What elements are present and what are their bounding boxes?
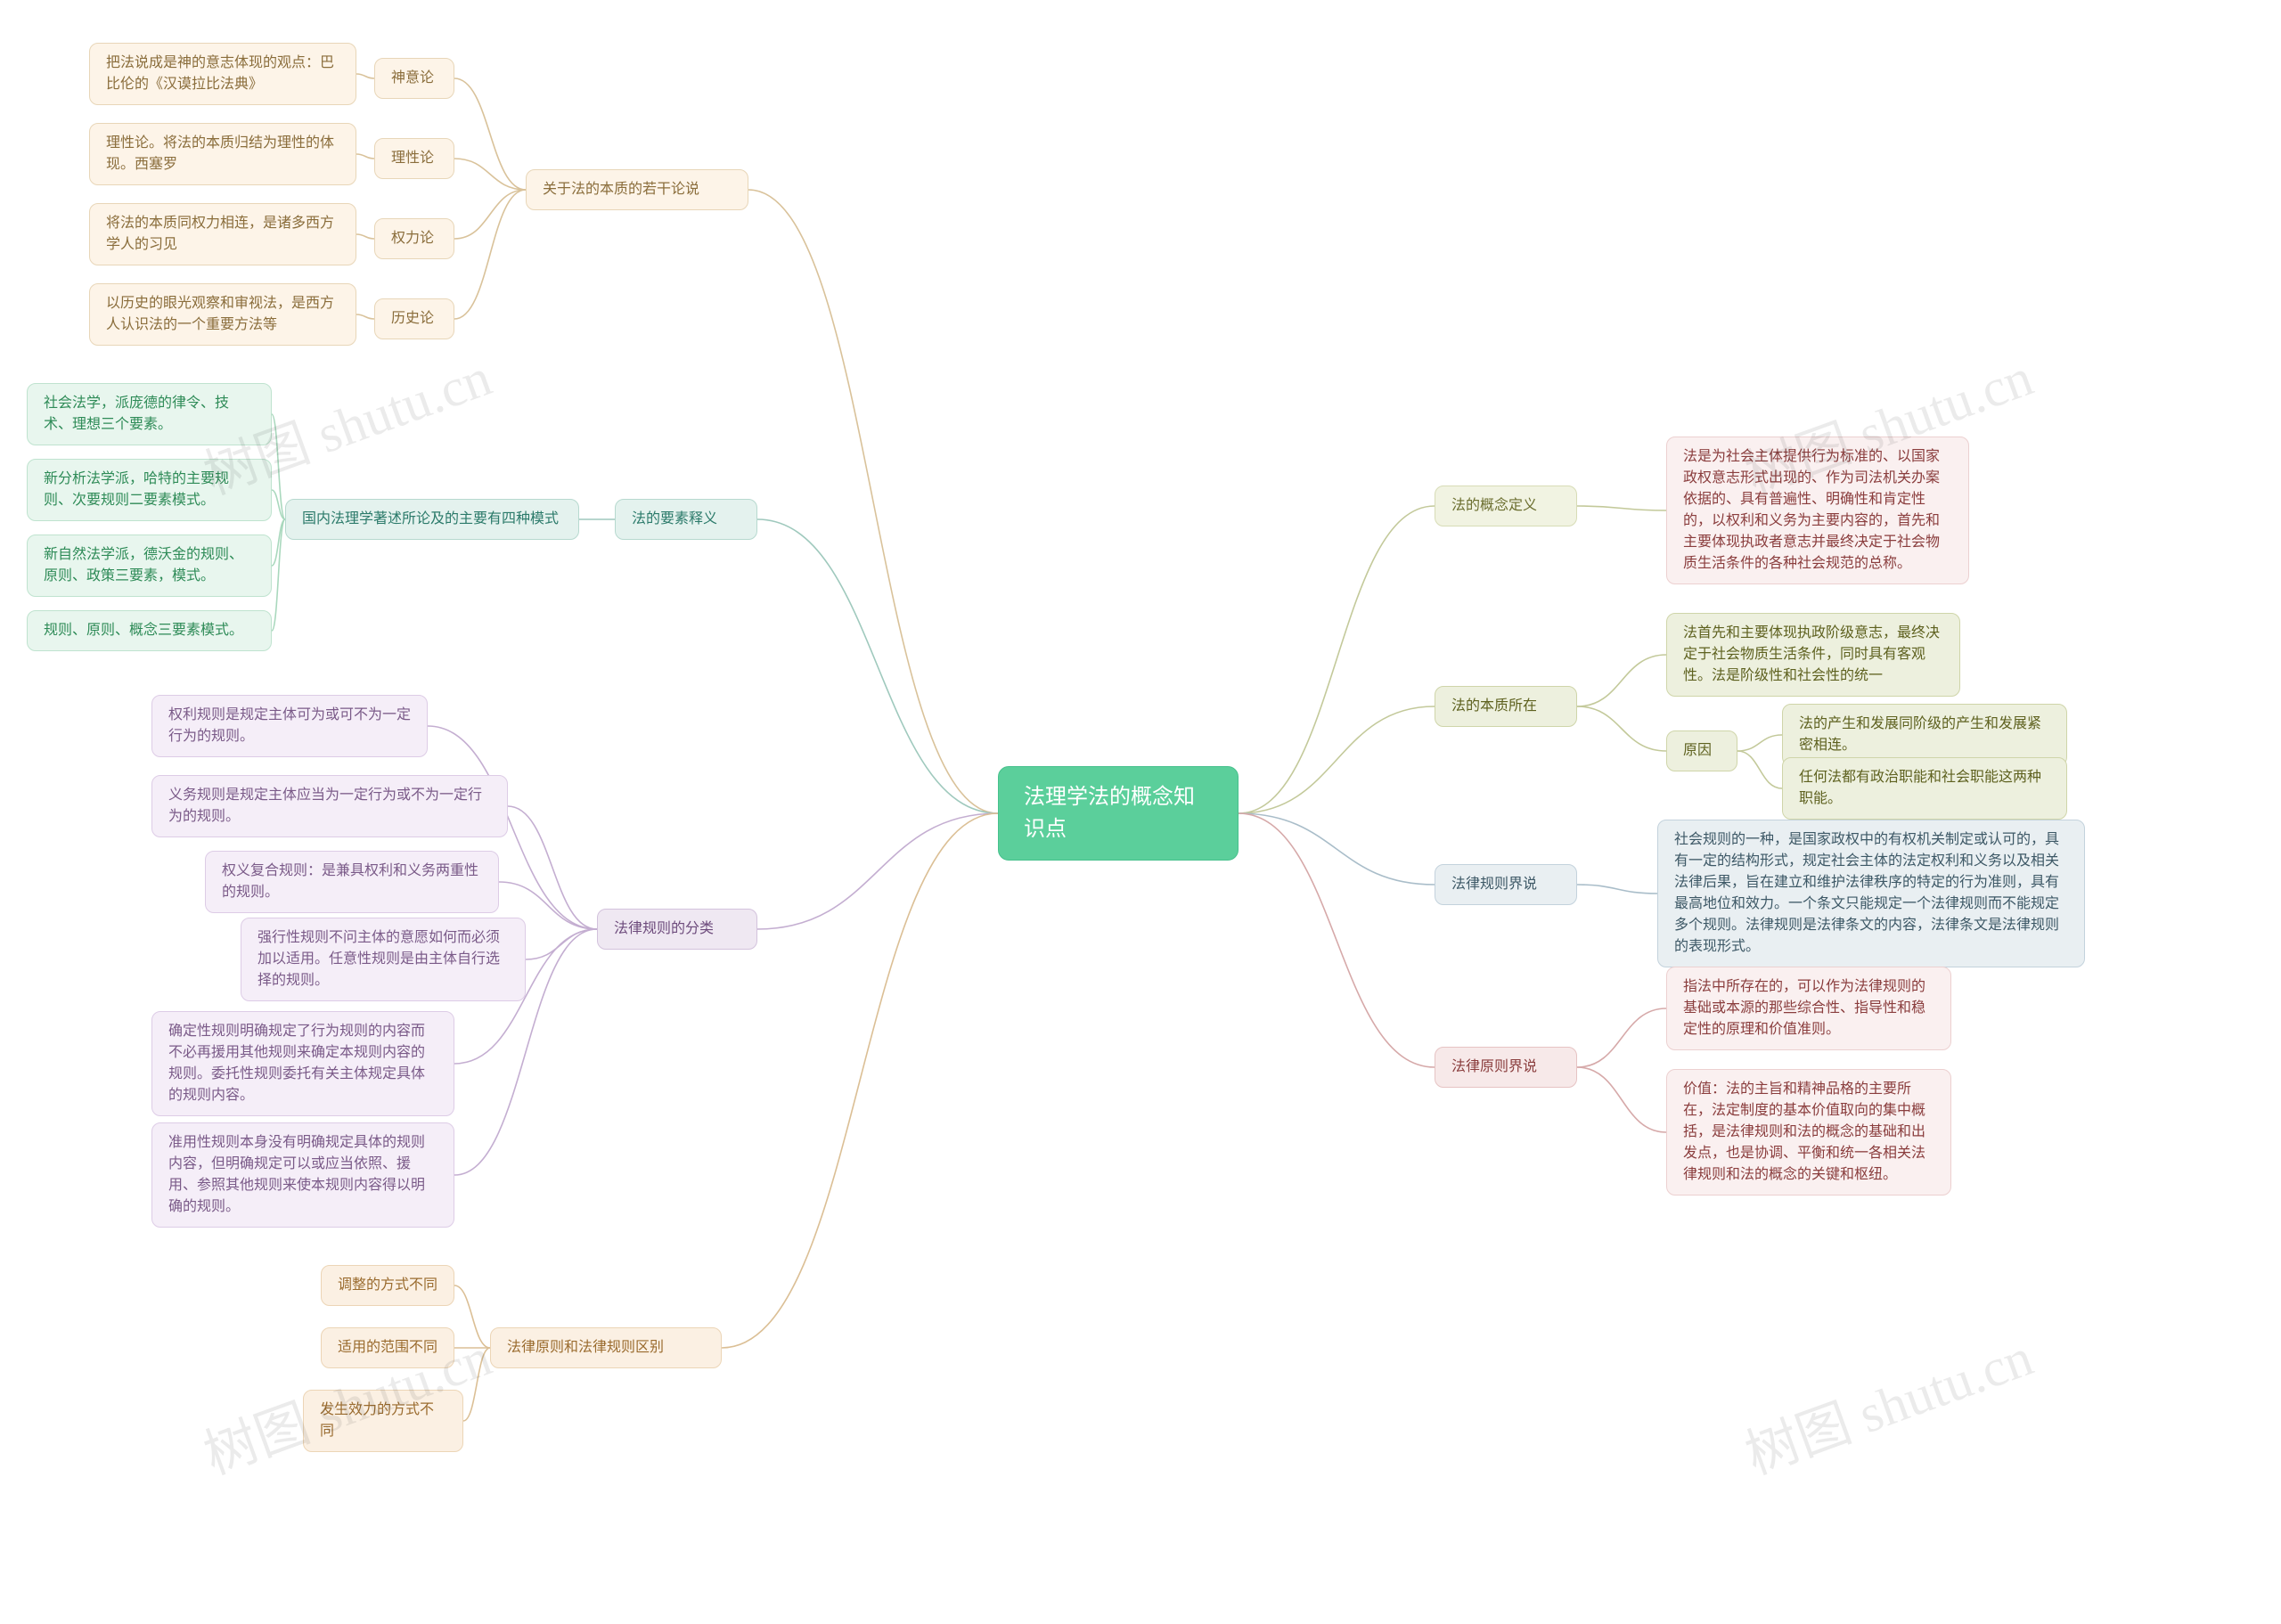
mindmap-node[interactable]: 指法中所存在的，可以作为法律规则的基础或本源的那些综合性、指导性和稳定性的原理和…: [1666, 967, 1951, 1050]
mindmap-node[interactable]: 发生效力的方式不同: [303, 1390, 463, 1452]
edge: [356, 314, 374, 319]
mindmap-node[interactable]: 任何法都有政治职能和社会职能这两种职能。: [1782, 757, 2067, 820]
edge: [1737, 751, 1782, 788]
edge: [1577, 1067, 1666, 1132]
edge: [454, 78, 526, 190]
mindmap-node[interactable]: 神意论: [374, 58, 454, 99]
edge: [757, 519, 998, 813]
mindmap-node[interactable]: 法是为社会主体提供行为标准的、以国家政权意志形式出现的、作为司法机关办案依据的、…: [1666, 437, 1969, 584]
mindmap-node[interactable]: 理性论: [374, 138, 454, 179]
mindmap-node[interactable]: 法律原则和法律规则区别: [490, 1327, 722, 1368]
edge: [454, 190, 526, 319]
edge: [272, 519, 285, 631]
edge: [356, 234, 374, 239]
edge: [272, 519, 285, 566]
edge: [356, 74, 374, 78]
edge: [526, 929, 597, 959]
mindmap-node[interactable]: 原因: [1666, 730, 1737, 771]
mindmap-node[interactable]: 义务规则是规定主体应当为一定行为或不为一定行为的规则。: [151, 775, 508, 837]
mindmap-node[interactable]: 法律原则界说: [1435, 1047, 1577, 1088]
mindmap-node[interactable]: 法的概念定义: [1435, 486, 1577, 526]
mindmap-node[interactable]: 法律规则的分类: [597, 909, 757, 950]
mindmap-node[interactable]: 确定性规则明确规定了行为规则的内容而不必再援用其他规则来确定本规则内容的规则。委…: [151, 1011, 454, 1116]
mindmap-node[interactable]: 以历史的眼光观察和审视法，是西方人认识法的一个重要方法等: [89, 283, 356, 346]
edge: [272, 414, 285, 519]
mindmap-node[interactable]: 社会规则的一种，是国家政权中的有权机关制定或认可的，具有一定的结构形式，规定社会…: [1657, 820, 2085, 967]
mindmap-node[interactable]: 社会法学，派庞德的律令、技术、理想三个要素。: [27, 383, 272, 445]
mindmap-node[interactable]: 权力论: [374, 218, 454, 259]
mindmap-node[interactable]: 价值：法的主旨和精神品格的主要所在，法定制度的基本价值取向的集中概括，是法律规则…: [1666, 1069, 1951, 1196]
mindmap-node[interactable]: 法的本质所在: [1435, 686, 1577, 727]
mindmap-node[interactable]: 适用的范围不同: [321, 1327, 454, 1368]
mindmap-node[interactable]: 法律规则界说: [1435, 864, 1577, 905]
mindmap-canvas: 法理学法的概念知识点 关于法的本质的若干论说 神意论把法说成是神的意志体现的观点：巴…: [0, 0, 2281, 1624]
edge: [356, 154, 374, 159]
edge: [1239, 813, 1435, 1067]
edge: [722, 813, 998, 1348]
edge: [508, 806, 597, 929]
mindmap-node[interactable]: 理性论。将法的本质归结为理性的体现。西塞罗: [89, 123, 356, 185]
edge: [1577, 885, 1657, 894]
mindmap-node[interactable]: 强行性规则不问主体的意愿如何而必须加以适用。任意性规则是由主体自行选择的规则。: [241, 918, 526, 1001]
edge: [1577, 655, 1666, 706]
root-node[interactable]: 法理学法的概念知识点: [998, 766, 1239, 861]
mindmap-node[interactable]: 关于法的本质的若干论说: [526, 169, 748, 210]
mindmap-node[interactable]: 法首先和主要体现执政阶级意志，最终决定于社会物质生活条件，同时具有客观性。法是阶…: [1666, 613, 1960, 697]
mindmap-node[interactable]: 准用性规则本身没有明确规定具体的规则内容，但明确规定可以或应当依照、援用、参照其…: [151, 1122, 454, 1228]
mindmap-node[interactable]: 权利规则是规定主体可为或可不为一定行为的规则。: [151, 695, 428, 757]
mindmap-node[interactable]: 历史论: [374, 298, 454, 339]
mindmap-node[interactable]: 调整的方式不同: [321, 1265, 454, 1306]
mindmap-node[interactable]: 新自然法学派，德沃金的规则、原则、政策三要素，模式。: [27, 535, 272, 597]
mindmap-node[interactable]: 把法说成是神的意志体现的观点：巴比伦的《汉谟拉比法典》: [89, 43, 356, 105]
edge: [1239, 706, 1435, 813]
mindmap-node[interactable]: 将法的本质同权力相连，是诸多西方学人的习见: [89, 203, 356, 265]
edge: [1239, 813, 1435, 885]
edge: [272, 490, 285, 519]
edge: [463, 1348, 490, 1421]
edge: [1737, 735, 1782, 751]
edge: [454, 190, 526, 239]
mindmap-node[interactable]: 新分析法学派，哈特的主要规则、次要规则二要素模式。: [27, 459, 272, 521]
edge: [1577, 1008, 1666, 1067]
edge: [1577, 506, 1666, 510]
edge: [748, 190, 998, 813]
mindmap-node[interactable]: 国内法理学著述所论及的主要有四种模式: [285, 499, 579, 540]
edge: [1239, 506, 1435, 813]
mindmap-node[interactable]: 权义复合规则：是兼具权利和义务两重性的规则。: [205, 851, 499, 913]
edge: [757, 813, 998, 929]
mindmap-node[interactable]: 法的要素释义: [615, 499, 757, 540]
edge: [454, 159, 526, 190]
mindmap-node[interactable]: 规则、原则、概念三要素模式。: [27, 610, 272, 651]
edge: [454, 1285, 490, 1348]
edge: [1577, 706, 1666, 751]
